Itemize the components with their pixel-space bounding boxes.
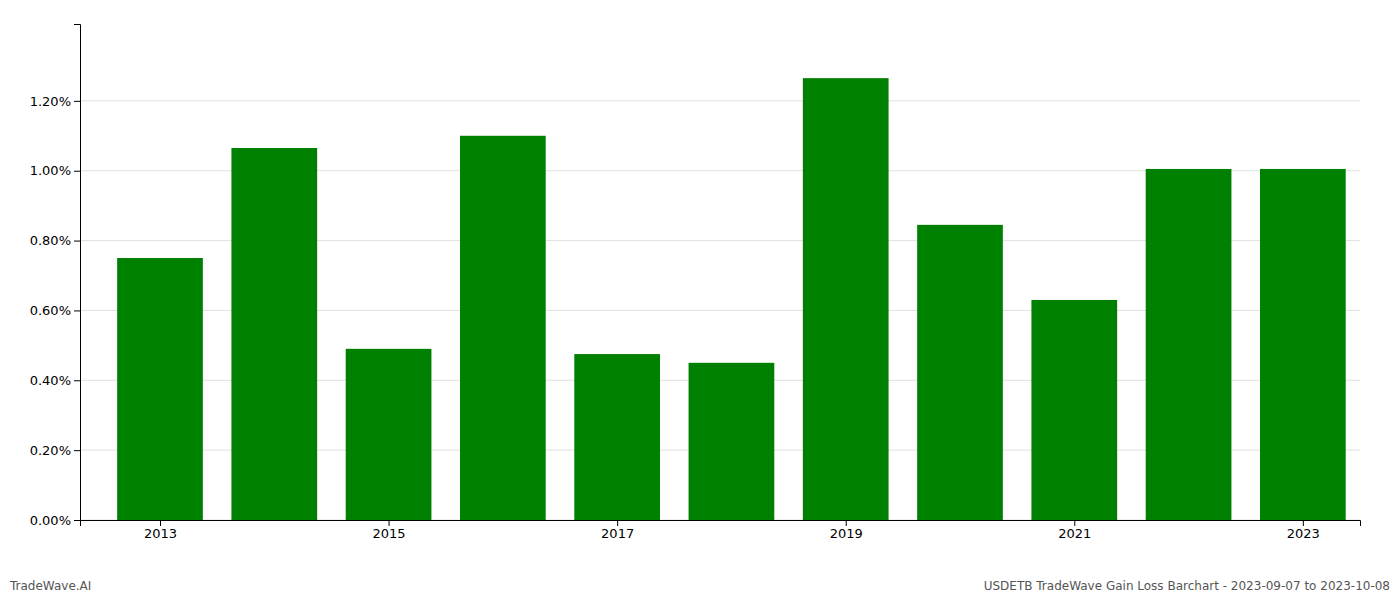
chart: 2013201520172019202120230.00%0.20%0.40%0…: [0, 0, 1400, 600]
x-tick: 2013: [144, 520, 177, 541]
bar: [231, 148, 317, 520]
y-axis: 0.00% 0.20% 0.40% 0.60% 0.80% 1.00% 1.20%: [30, 25, 81, 528]
y-tick-label: 0.60%: [30, 303, 71, 318]
bar: [574, 354, 660, 520]
y-tick-label: 1.00%: [30, 163, 71, 178]
bar: [803, 78, 889, 520]
x-tick-mark: [160, 520, 161, 526]
bar: [460, 136, 546, 520]
x-axis-line: [81, 521, 1361, 527]
bar: [917, 225, 1003, 520]
bar: [689, 363, 775, 520]
x-axis: 2013 2015 2017 2019 2021 2023: [81, 520, 1361, 541]
y-tick: 1.00%: [30, 163, 80, 178]
y-tick: 0.00%: [30, 513, 80, 528]
y-tick-mark: [74, 241, 80, 242]
y-tick-label: 0.80%: [30, 233, 71, 248]
bar: [1146, 169, 1232, 520]
y-tick-mark: [74, 380, 80, 381]
x-tick-label: 2013: [144, 526, 177, 541]
y-tick-label: 0.20%: [30, 443, 71, 458]
bar: [117, 258, 203, 520]
x-tick-label: 2019: [830, 526, 863, 541]
y-tick-mark: [74, 450, 80, 451]
footer-text: TradeWave.AI: [9, 579, 91, 593]
x-tick-label: 2015: [373, 526, 406, 541]
y-tick: 0.20%: [30, 443, 80, 458]
x-tick-label: 2021: [1058, 526, 1091, 541]
footer-text: USDETB TradeWave Gain Loss Barchart - 20…: [984, 579, 1390, 593]
bar: [346, 349, 432, 520]
x-tick-label: 2017: [601, 526, 634, 541]
y-tick-label: 0.40%: [30, 373, 71, 388]
bars: [117, 78, 1346, 520]
grid-line: [80, 100, 1360, 101]
y-tick: 0.80%: [30, 233, 80, 248]
x-tick-label: 2023: [1287, 526, 1320, 541]
y-tick-label: 1.20%: [30, 94, 71, 109]
y-tick: 0.40%: [30, 373, 80, 388]
x-tick: 2017: [601, 520, 634, 541]
y-tick-mark: [74, 101, 80, 102]
bar: [1260, 169, 1346, 520]
y-tick-label: 0.00%: [30, 513, 71, 528]
y-tick-mark: [74, 520, 80, 521]
y-tick-mark: [74, 310, 80, 311]
x-tick: 2021: [1058, 520, 1091, 541]
x-tick-mark: [846, 520, 847, 526]
x-tick: 2019: [830, 520, 863, 541]
x-tick-mark: [389, 520, 390, 526]
x-tick-mark: [1074, 520, 1075, 526]
x-tick-mark: [617, 520, 618, 526]
grid: [80, 101, 1360, 520]
y-tick: 1.20%: [30, 94, 80, 109]
y-tick-mark: [74, 171, 80, 172]
annotations: TradeWave.AI USDETB TradeWave Gain Loss B…: [9, 579, 1390, 593]
y-axis-line: [74, 25, 81, 521]
y-tick: 0.60%: [30, 303, 80, 318]
x-tick: 2023: [1287, 520, 1320, 541]
x-tick-mark: [1303, 520, 1304, 526]
bar: [1031, 300, 1117, 520]
x-tick: 2015: [373, 520, 406, 541]
